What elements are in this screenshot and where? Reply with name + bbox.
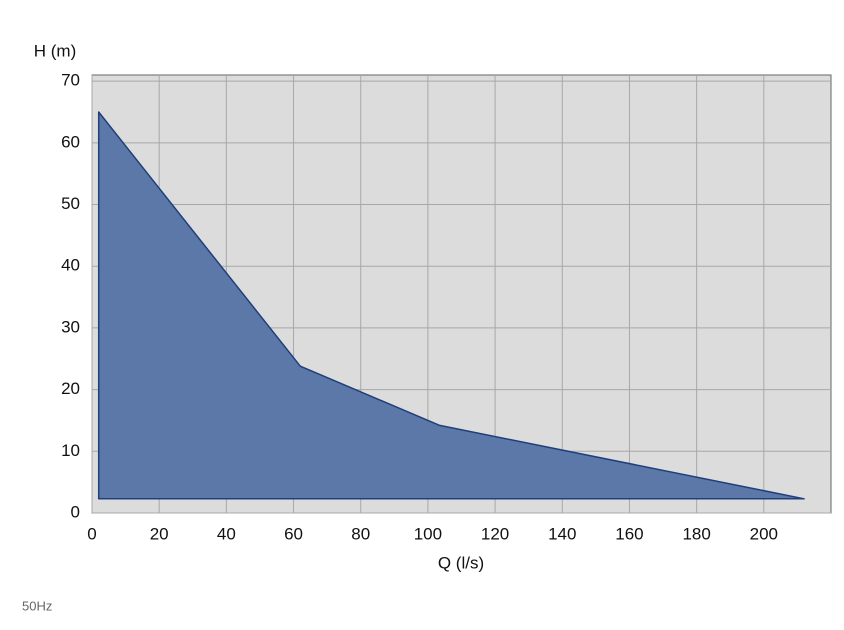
y-tick-label: 60: [61, 132, 80, 151]
x-tick-label: 0: [87, 524, 96, 543]
x-tick-label: 80: [351, 524, 370, 543]
x-tick-label: 60: [284, 524, 303, 543]
y-tick-label: 40: [61, 256, 80, 275]
area: [97, 111, 805, 500]
y-tick-label: 50: [61, 194, 80, 213]
x-tick-label: 40: [217, 524, 236, 543]
x-tick-label: 160: [615, 524, 643, 543]
x-tick-label: 120: [481, 524, 509, 543]
y-axis-label: H (m): [34, 41, 76, 60]
y-tick-label: 20: [61, 379, 80, 398]
y-tick-label: 0: [71, 502, 80, 521]
x-axis-label: Q (l/s): [438, 553, 484, 572]
y-tick-label: 70: [61, 71, 80, 90]
x-tick-label: 100: [414, 524, 442, 543]
x-tick-label: 20: [150, 524, 169, 543]
y-tick-label: 10: [61, 441, 80, 460]
x-tick-label: 180: [682, 524, 710, 543]
y-tick-label: 30: [61, 317, 80, 336]
x-tick-label: 140: [548, 524, 576, 543]
x-tick-label: 200: [750, 524, 778, 543]
footnote: 50Hz: [22, 598, 52, 613]
